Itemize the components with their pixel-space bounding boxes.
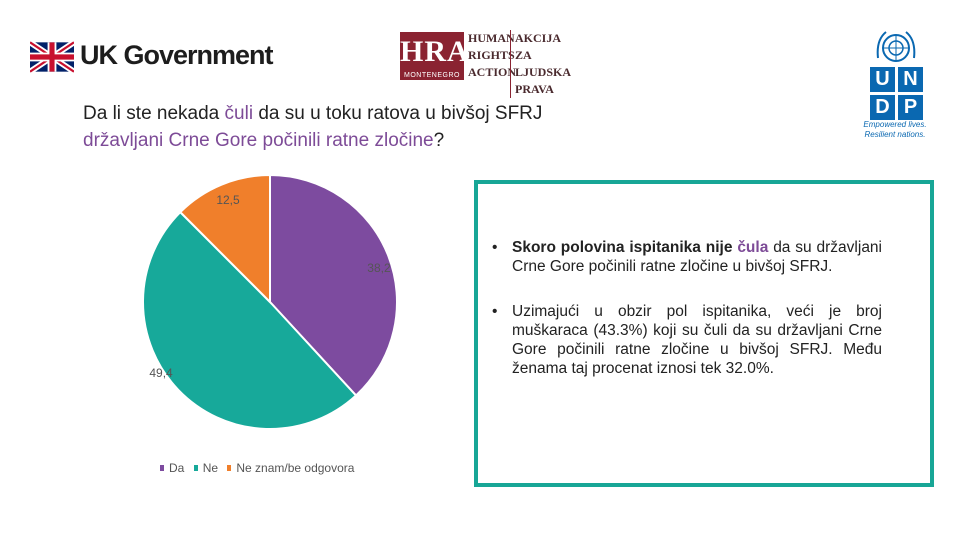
un-emblem-icon [876, 31, 916, 62]
pie-chart: 38,2 49,4 12,5 [140, 172, 430, 482]
hra-sub: MONTENEGRO [404, 72, 460, 79]
pie-slice-ne-znam [178, 173, 271, 305]
legend-label-ne: Ne [202, 461, 219, 475]
summary-bullet-2: • Uzimajući u obzir pol ispitanika, veći… [490, 302, 882, 378]
hra-en-line: HUMAN [468, 31, 515, 45]
summary-box [474, 180, 934, 487]
data-label-ne-znam: 12,5 [216, 193, 240, 207]
legend-item-ne-znam: Ne znam/be odgovora [227, 461, 354, 475]
data-label-da: 38,2 [367, 261, 391, 275]
hra-mark: HRA MONTENEGRO [400, 32, 469, 80]
pie-slice-da [269, 173, 398, 397]
summary-bullet-1: • Skoro polovina ispitanika nije čula da… [490, 238, 882, 276]
title-part-3: ? [433, 130, 445, 151]
pie-slice-ne [142, 210, 358, 430]
legend-item-ne: Ne [193, 461, 219, 475]
bullet-dot: • [492, 239, 498, 256]
legend-swatch-da [160, 465, 164, 471]
hra-en-line: RIGHTS [468, 48, 515, 62]
bullet-1-bold-text: Skoro polovina ispitanika nije [512, 239, 738, 256]
uk-government-logo: UK Government [30, 38, 274, 78]
hra-me-line: PRAVA [515, 82, 554, 96]
undp-letter-n: N [898, 67, 923, 92]
legend-swatch-ne-znam [227, 465, 232, 471]
undp-letter-d: D [870, 95, 895, 120]
summary-bullets: • Skoro polovina ispitanika nije čula da… [490, 238, 882, 404]
legend-item-da: Da [160, 461, 184, 475]
title-highlight-2: državljani Crne Gore počinili ratne zloč… [83, 130, 434, 151]
title-highlight-1: čuli [224, 103, 254, 124]
undp-letter-p: P [898, 95, 923, 120]
union-jack-icon [30, 39, 74, 75]
undp-tagline: Empowered lives. Resilient nations. [850, 120, 940, 140]
undp-logo: U N D P Empowered lives. Resilient natio… [850, 22, 940, 142]
hra-me-line: AKCIJA ZA [515, 31, 561, 62]
title-part-1: Da li ste nekada [83, 103, 225, 124]
data-label-ne: 49,4 [149, 366, 173, 380]
bullet-1-rest: da su državljani Crne Gore počinili ratn… [512, 239, 882, 275]
chart-legend: Da Ne Ne znam/be odgovora [160, 461, 360, 475]
undp-tagline-2: Resilient nations. [864, 130, 926, 139]
legend-label-ne-znam: Ne znam/be odgovora [236, 461, 355, 475]
undp-tagline-1: Empowered lives. [863, 120, 927, 129]
bullet-1-bold: Skoro polovina ispitanika nije čula [512, 239, 768, 256]
hra-english-words: HUMAN RIGHTS ACTION [468, 30, 516, 81]
bullet-1-highlight: čula [737, 239, 769, 256]
hra-local-words: AKCIJA ZA LJUDSKA PRAVA [510, 30, 571, 98]
title-part-2: da su u toku ratova u bivšoj SFRJ [253, 103, 543, 124]
hra-mark-text: HRA [400, 35, 470, 68]
hra-en-line: ACTION [468, 65, 517, 79]
legend-swatch-ne [193, 465, 198, 471]
bullet-dot: • [492, 303, 498, 320]
bullet-2-text: Uzimajući u obzir pol ispitanika, veći j… [512, 303, 882, 377]
hra-logo: HRA MONTENEGRO HUMAN RIGHTS ACTION AKCIJ… [400, 30, 571, 98]
page-title: Da li ste nekada čuli da su u toku ratov… [83, 100, 723, 154]
legend-label-da: Da [169, 461, 185, 475]
uk-government-text: UK Government [80, 40, 274, 70]
undp-letter-u: U [870, 67, 895, 92]
pie-svg: 38,2 49,4 12,5 [142, 173, 398, 430]
hra-me-line: LJUDSKA [515, 65, 572, 79]
